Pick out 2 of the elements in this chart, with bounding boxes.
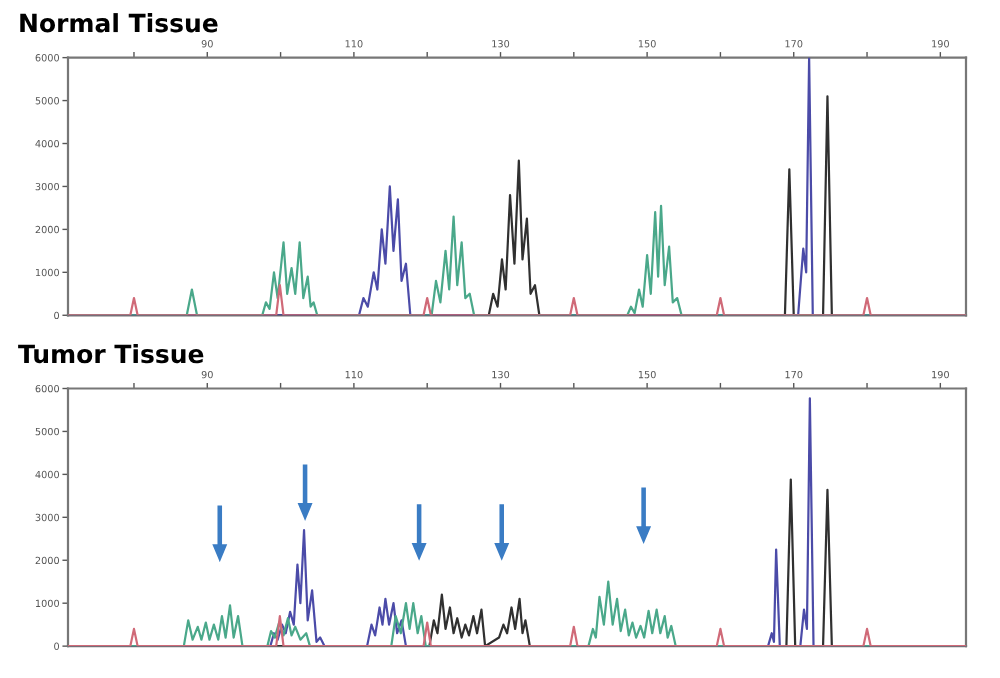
chart-title: Tumor Tissue <box>18 343 204 364</box>
chart-title: Normal Tissue <box>20 13 218 33</box>
